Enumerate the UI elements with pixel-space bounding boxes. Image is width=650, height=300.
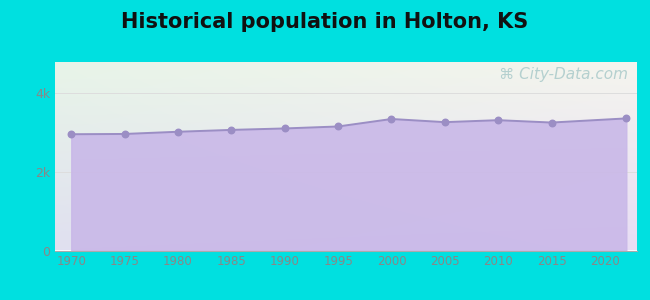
Point (173, 129, 183, 134)
Point (621, 116, 632, 121)
Point (386, 117, 396, 122)
Text: ⌘ City-Data.com: ⌘ City-Data.com (499, 67, 629, 82)
Point (547, 120, 557, 125)
Point (493, 118, 504, 123)
Point (280, 126, 290, 131)
Point (439, 120, 450, 124)
Point (333, 124, 343, 129)
Point (66, 132, 77, 136)
Point (226, 128, 237, 132)
Point (120, 131, 130, 136)
Text: Historical population in Holton, KS: Historical population in Holton, KS (122, 12, 528, 32)
